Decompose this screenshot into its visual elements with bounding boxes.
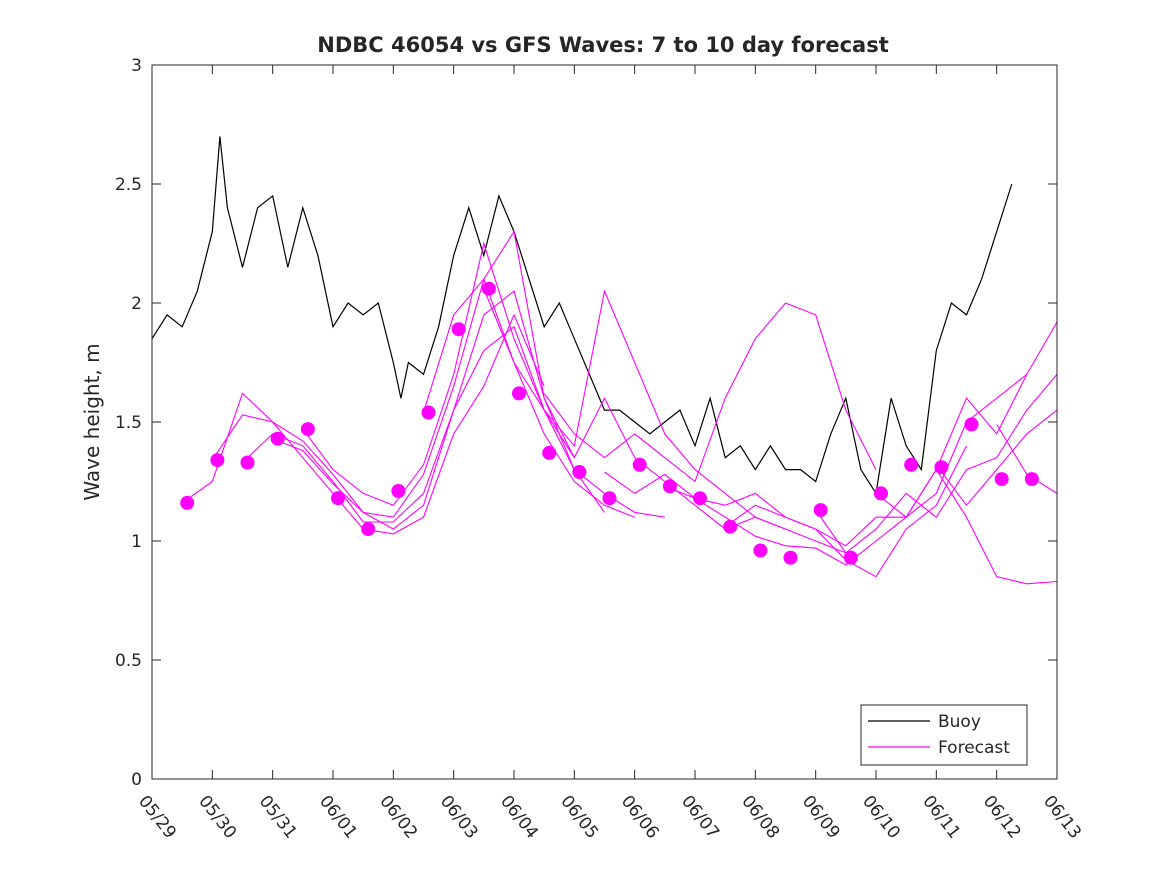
x-tick-label: 06/12 bbox=[979, 792, 1025, 843]
x-tick-label: 06/01 bbox=[315, 792, 361, 843]
forecast-series-line bbox=[543, 302, 877, 483]
forecast-series-line bbox=[724, 468, 1058, 585]
plot-layer bbox=[151, 65, 1058, 779]
forecast-marker bbox=[421, 405, 436, 420]
x-tick-label: 06/05 bbox=[556, 792, 602, 843]
y-tick-label: 2.5 bbox=[115, 175, 142, 195]
forecast-series-line bbox=[483, 288, 847, 554]
chart-title: NDBC 46054 vs GFS Waves: 7 to 10 day for… bbox=[317, 33, 888, 57]
legend-buoy-label: Buoy bbox=[938, 712, 981, 732]
x-tick-label: 06/08 bbox=[737, 792, 783, 843]
forecast-marker bbox=[723, 519, 738, 534]
forecast-marker bbox=[662, 479, 677, 494]
legend: Buoy Forecast bbox=[860, 704, 1028, 766]
forecast-marker bbox=[874, 486, 888, 501]
y-tick-label: 3 bbox=[131, 56, 142, 76]
forecast-marker bbox=[964, 417, 979, 432]
forecast-marker bbox=[361, 522, 376, 537]
x-tick-label: 06/07 bbox=[677, 792, 723, 843]
forecast-marker bbox=[934, 460, 949, 475]
x-tick-label: 06/04 bbox=[496, 792, 542, 843]
forecast-marker bbox=[210, 453, 225, 468]
x-tick-label: 06/03 bbox=[436, 792, 482, 843]
forecast-marker bbox=[572, 465, 587, 479]
forecast-marker bbox=[753, 543, 768, 558]
forecast-marker bbox=[240, 455, 255, 470]
forecast-marker bbox=[783, 550, 798, 565]
x-tick-label: 06/11 bbox=[918, 792, 964, 843]
buoy-series-line bbox=[151, 136, 1013, 496]
plot-area bbox=[152, 65, 1057, 779]
forecast-marker bbox=[270, 431, 285, 446]
forecast-marker bbox=[300, 422, 315, 437]
forecast-marker bbox=[512, 386, 526, 401]
forecast-marker bbox=[1024, 472, 1039, 487]
x-tick-label: 05/29 bbox=[134, 792, 180, 843]
legend-forecast-label: Forecast bbox=[938, 738, 1010, 758]
x-tick-label: 05/31 bbox=[255, 792, 301, 843]
forecast-marker bbox=[813, 503, 828, 518]
legend-box bbox=[860, 704, 1028, 766]
y-tick-label: 1.5 bbox=[115, 413, 142, 433]
forecast-marker bbox=[451, 322, 466, 337]
forecast-marker bbox=[542, 445, 557, 460]
forecast-marker bbox=[331, 491, 345, 506]
x-tick-label: 06/09 bbox=[798, 792, 844, 843]
y-tick-label: 1 bbox=[131, 532, 142, 552]
forecast-series-line bbox=[875, 321, 1058, 519]
forecast-marker bbox=[693, 491, 707, 506]
x-tick-label: 06/10 bbox=[858, 792, 904, 843]
x-tick-label: 05/30 bbox=[194, 792, 240, 843]
y-tick-label: 2 bbox=[131, 294, 142, 314]
y-axis-label: Wave height, m bbox=[80, 343, 104, 500]
forecast-marker bbox=[632, 457, 647, 472]
forecast-series-line bbox=[815, 374, 1058, 554]
forecast-marker bbox=[180, 495, 195, 510]
forecast-marker bbox=[481, 281, 496, 296]
x-tick-label: 06/13 bbox=[1039, 792, 1085, 843]
forecast-marker bbox=[602, 491, 617, 506]
forecast-series-line bbox=[211, 325, 575, 530]
y-tick-label: 0.5 bbox=[115, 651, 142, 671]
forecast-marker bbox=[843, 550, 858, 565]
forecast-marker bbox=[994, 472, 1009, 487]
forecast-marker bbox=[904, 457, 919, 472]
forecast-series-line bbox=[935, 409, 1058, 507]
x-tick-label: 06/02 bbox=[375, 792, 421, 843]
forecast-series-line bbox=[272, 277, 635, 518]
x-tick-label: 06/06 bbox=[617, 792, 663, 843]
y-tick-label: 0 bbox=[131, 770, 142, 790]
forecast-marker bbox=[391, 484, 406, 498]
